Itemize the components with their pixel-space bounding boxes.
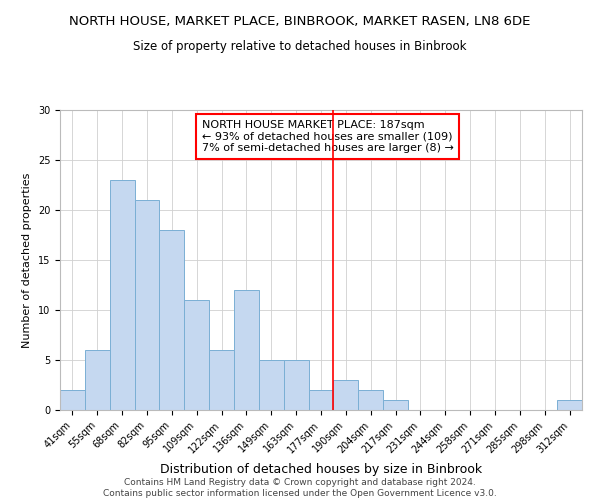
Bar xyxy=(284,360,308,410)
Bar xyxy=(110,180,134,410)
Bar xyxy=(557,400,582,410)
Bar xyxy=(85,350,110,410)
Bar xyxy=(383,400,408,410)
Bar xyxy=(334,380,358,410)
Bar xyxy=(259,360,284,410)
Bar xyxy=(160,230,184,410)
Bar xyxy=(234,290,259,410)
Bar xyxy=(184,300,209,410)
Text: Size of property relative to detached houses in Binbrook: Size of property relative to detached ho… xyxy=(133,40,467,53)
Bar xyxy=(358,390,383,410)
Text: NORTH HOUSE MARKET PLACE: 187sqm
← 93% of detached houses are smaller (109)
7% o: NORTH HOUSE MARKET PLACE: 187sqm ← 93% o… xyxy=(202,120,454,153)
Bar xyxy=(134,200,160,410)
Y-axis label: Number of detached properties: Number of detached properties xyxy=(22,172,32,348)
Bar xyxy=(209,350,234,410)
Bar xyxy=(308,390,334,410)
Bar xyxy=(60,390,85,410)
X-axis label: Distribution of detached houses by size in Binbrook: Distribution of detached houses by size … xyxy=(160,463,482,476)
Text: NORTH HOUSE, MARKET PLACE, BINBROOK, MARKET RASEN, LN8 6DE: NORTH HOUSE, MARKET PLACE, BINBROOK, MAR… xyxy=(70,15,530,28)
Text: Contains HM Land Registry data © Crown copyright and database right 2024.
Contai: Contains HM Land Registry data © Crown c… xyxy=(103,478,497,498)
